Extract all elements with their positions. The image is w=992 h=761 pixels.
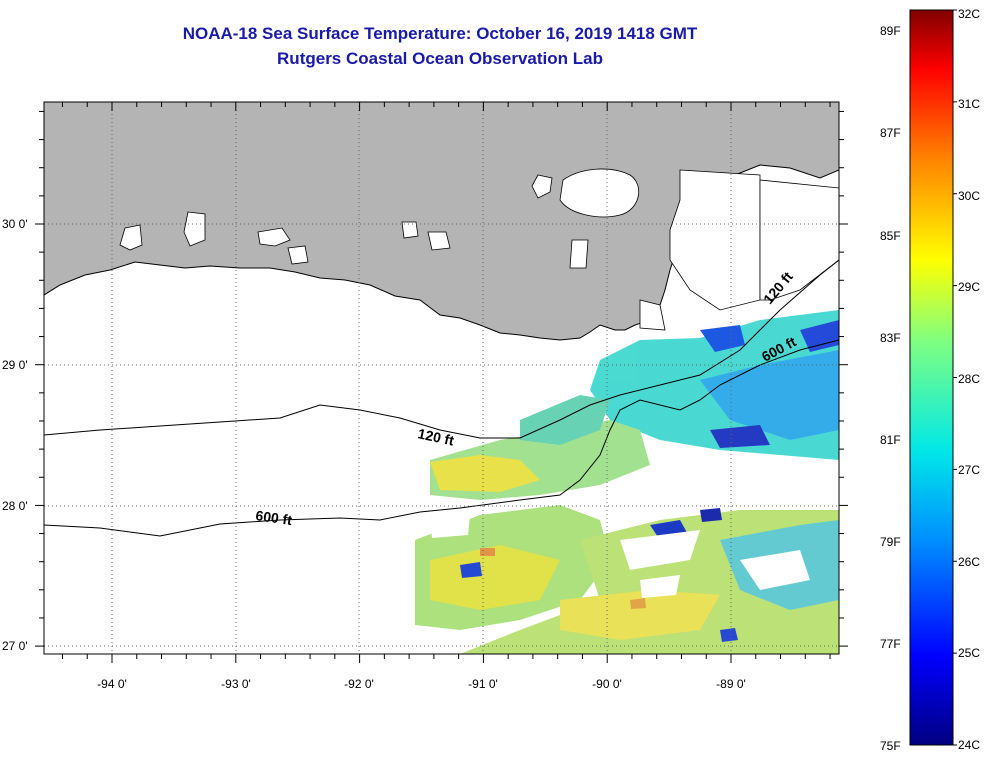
fahrenheit-label: 79F <box>880 535 901 549</box>
colorbar-celsius-labels: 32C 31C 30C 29C 28C 27C 26C 25C 24C <box>958 7 980 752</box>
lat-axis: 30 0' 29 0' 28 0' 27 0' <box>2 217 28 653</box>
lat-lon-grid <box>44 102 839 654</box>
celsius-label: 29C <box>958 280 980 294</box>
lon-tick-label: -89 0' <box>716 677 746 691</box>
celsius-label: 28C <box>958 372 980 386</box>
depth-contours <box>44 259 839 537</box>
fahrenheit-label: 89F <box>880 24 901 38</box>
lon-tick-label: -94 0' <box>97 677 127 691</box>
celsius-label: 31C <box>958 97 980 111</box>
celsius-label: 27C <box>958 463 980 477</box>
sst-data <box>415 310 839 654</box>
celsius-label: 25C <box>958 646 980 660</box>
fahrenheit-label: 83F <box>880 331 901 345</box>
lon-tick-label: -92 0' <box>344 677 374 691</box>
contour-label-600ft-west: 600 ft <box>255 507 294 528</box>
axis-ticks <box>35 102 848 663</box>
temperature-colorbar <box>909 9 954 746</box>
celsius-label: 24C <box>958 738 980 752</box>
colorbar-fahrenheit-labels: 89F 87F 85F 83F 81F 79F 77F 75F <box>880 24 901 753</box>
map-subtitle: Rutgers Coastal Ocean Observation Lab <box>277 49 603 68</box>
celsius-label: 26C <box>958 555 980 569</box>
celsius-label: 30C <box>958 189 980 203</box>
lon-tick-label: -90 0' <box>592 677 622 691</box>
fahrenheit-label: 81F <box>880 433 901 447</box>
fahrenheit-label: 85F <box>880 229 901 243</box>
colorbar-ticks <box>953 9 957 746</box>
fahrenheit-label: 75F <box>880 739 901 753</box>
lat-tick-label: 28 0' <box>2 499 28 513</box>
contour-label-120ft-west: 120 ft <box>416 425 455 448</box>
lon-tick-label: -93 0' <box>221 677 251 691</box>
fahrenheit-label: 77F <box>880 637 901 651</box>
lat-tick-label: 30 0' <box>2 217 28 231</box>
celsius-label: 32C <box>958 7 980 21</box>
inland-lakes <box>119 168 839 331</box>
lon-tick-label: -91 0' <box>468 677 498 691</box>
lon-axis: -94 0' -93 0' -92 0' -91 0' -90 0' -89 0… <box>97 677 746 691</box>
map-title: NOAA-18 Sea Surface Temperature: October… <box>182 24 698 43</box>
lat-tick-label: 29 0' <box>2 358 28 372</box>
fahrenheit-label: 87F <box>880 126 901 140</box>
map-frame <box>43 101 840 655</box>
lat-tick-label: 27 0' <box>2 639 28 653</box>
